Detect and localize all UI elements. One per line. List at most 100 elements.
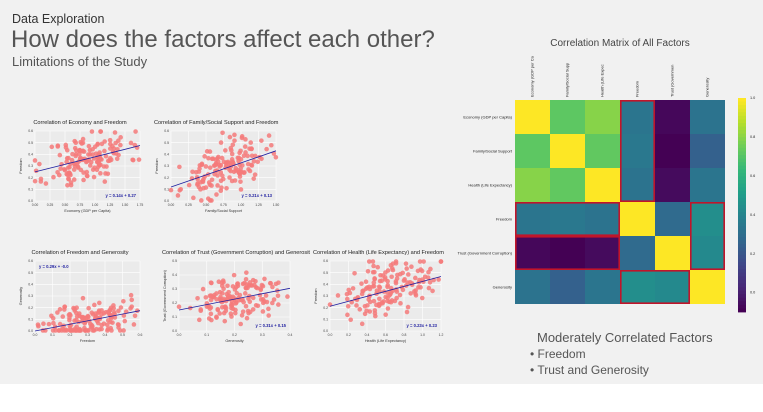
scatter-point [90, 167, 96, 172]
equation-label: y = 0.14x + 0.27 [105, 193, 136, 198]
scatter-point [195, 181, 200, 186]
scatter-point [367, 299, 373, 305]
scatter-point [59, 328, 65, 333]
heatmap-cell [655, 100, 690, 134]
colorbar-segment [738, 162, 746, 167]
scatter-point [133, 129, 138, 134]
scatter-point [400, 270, 406, 276]
scatter-point [425, 275, 431, 280]
heatmap-row-label: Generosity [493, 284, 512, 289]
scatter-point [255, 159, 261, 165]
scatter-point [238, 166, 243, 171]
scatter-point [95, 142, 100, 147]
scatter-point [65, 183, 70, 188]
scatter-point [238, 321, 244, 327]
scatter-point [108, 319, 113, 325]
scatter-point [258, 297, 264, 302]
scatter-point [72, 145, 78, 151]
colorbar-segment [738, 126, 746, 131]
heatmap-cell [550, 100, 585, 134]
scatter-point [254, 285, 260, 291]
scatter-point [96, 159, 101, 164]
scatter-point [81, 177, 86, 183]
scatter-point [67, 164, 72, 170]
scatter-point [32, 178, 38, 184]
scatter-point [247, 280, 253, 285]
scatter-point [370, 259, 376, 264]
scatter-point [371, 298, 377, 304]
scatter-freedom-generosity: Correlation of Freedom and Generosity 0.… [18, 250, 142, 346]
x-tick-label: 0.2 [346, 333, 351, 337]
scatter-point [335, 293, 341, 298]
scatter-point [177, 164, 182, 170]
scatter-point [71, 177, 77, 182]
scatter-point [363, 279, 369, 285]
scatter-point [176, 304, 182, 310]
heatmap-cell [550, 134, 585, 168]
scatter-point [266, 306, 271, 312]
scatter-point [199, 198, 204, 203]
scatter-point [178, 187, 184, 192]
scatter-point [89, 324, 95, 330]
colorbar-segment [738, 265, 746, 270]
scatter-point [200, 286, 206, 292]
scatter-point [224, 185, 229, 191]
highlight-box [620, 99, 656, 203]
y-tick-label: 0.0 [323, 329, 328, 333]
scatter-point [222, 318, 228, 324]
y-tick-label: 0.1 [28, 188, 33, 192]
scatter-point [239, 135, 245, 141]
heatmap-cell [655, 236, 690, 270]
scatter-point [232, 310, 238, 316]
scatter-point [118, 305, 124, 310]
scatter-point [233, 301, 239, 306]
scatter-point [385, 268, 391, 273]
y-tick-label: 0.3 [323, 294, 328, 298]
scatter-point [88, 321, 93, 327]
scatter-point [73, 328, 79, 333]
scatter-point [91, 174, 97, 180]
x-tick-label: 0.25 [47, 203, 54, 207]
plot-svg: 0.0 0.1 0.2 0.3 0.4 0.0 0.1 0.2 0.3 0.4 0.5 y = 0.3… [163, 259, 292, 343]
colorbar-segment [738, 244, 746, 249]
y-tick-label: 0.2 [172, 301, 177, 305]
scatter-point [73, 151, 79, 157]
scatter-point [365, 269, 371, 274]
scatter-point [216, 279, 222, 285]
colorbar-tick-label: 0.4 [750, 213, 755, 217]
heatmap-cell [620, 134, 655, 168]
scatter-point [50, 315, 56, 321]
scatter-point [262, 276, 267, 282]
highlight-box [515, 202, 621, 237]
heatmap-cell [550, 270, 585, 304]
colorbar-segment [738, 133, 746, 138]
scatter-point [252, 153, 258, 159]
x-tick-label: 0.4 [103, 333, 108, 337]
scatter-point [371, 283, 377, 289]
scatter-point [81, 170, 86, 175]
scatter-point [68, 180, 74, 185]
scatter-point [237, 150, 242, 156]
scatter-point [49, 144, 55, 150]
scatter-point [75, 164, 81, 170]
x-tick-label: 0.1 [204, 333, 209, 337]
scatter-point [84, 173, 90, 179]
colorbar-segment [738, 272, 746, 277]
scatter-point [241, 153, 247, 159]
scatter-point [232, 178, 238, 183]
scatter-point [111, 310, 117, 315]
colorbar-segment [738, 112, 746, 117]
scatter-point [134, 308, 140, 314]
scatter-point [113, 151, 119, 156]
scatter-point [408, 291, 414, 296]
equation-label: y = 0.31x + 0.15 [255, 323, 286, 328]
scatter-point [252, 282, 257, 288]
scatter-point [215, 183, 220, 188]
heatmap-cell [515, 168, 550, 202]
x-tick-label: 0.1 [50, 333, 55, 337]
x-tick-label: 0.75 [220, 203, 227, 207]
scatter-point [409, 264, 414, 270]
scatter-point [259, 282, 265, 288]
scatter-point [83, 159, 89, 165]
scatter-point [72, 306, 77, 312]
